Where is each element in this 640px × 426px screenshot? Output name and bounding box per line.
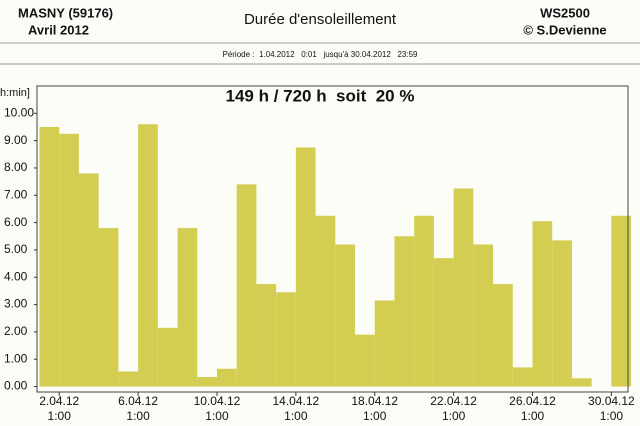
bar <box>394 236 415 387</box>
bar <box>98 228 119 387</box>
bar <box>355 334 375 387</box>
annotation: 149 h / 720 h soit 20 % <box>226 86 415 105</box>
period: Période : 1.04.2012 0:01 jusqu'à 30.04.2… <box>222 50 418 59</box>
x-tick-label: 1:00 <box>521 409 545 423</box>
chart-title: Durée d'ensoleillement <box>244 11 397 28</box>
bar <box>571 378 592 387</box>
bar <box>493 284 513 387</box>
x-tick-label: 18.04.12 <box>351 394 398 408</box>
bar <box>552 240 572 387</box>
x-tick-label: 14.04.12 <box>273 394 320 408</box>
y-tick-label: 7.00 <box>4 187 28 201</box>
x-tick-label: 26.04.12 <box>509 394 556 408</box>
bar <box>256 284 277 387</box>
bar <box>39 126 60 387</box>
bar <box>78 173 99 387</box>
x-tick-label: 1:00 <box>442 409 466 423</box>
bar <box>236 184 257 387</box>
bar <box>473 244 494 387</box>
plot-frame <box>36 85 629 393</box>
x-tick-label: 2.04.12 <box>39 394 79 408</box>
x-tick-label: 6.04.12 <box>118 394 158 408</box>
y-tick-label: 3.00 <box>4 297 28 311</box>
y-axis-label: h:min] <box>0 87 30 99</box>
bar <box>611 215 632 387</box>
y-tick-label: 10.00 <box>4 105 34 119</box>
bar <box>216 368 237 387</box>
bar <box>433 258 454 387</box>
bar <box>118 371 139 387</box>
x-tick-label: 1:00 <box>363 409 387 423</box>
y-tick-label: 5.00 <box>4 242 28 256</box>
bar <box>414 215 434 387</box>
bar <box>177 228 198 387</box>
y-tick-label: 4.00 <box>4 269 28 283</box>
author: © S.Devienne <box>523 22 606 37</box>
bar <box>374 300 395 387</box>
bar <box>197 376 217 387</box>
station: MASNY (59176) <box>18 5 113 20</box>
y-tick-label: 6.00 <box>4 215 28 229</box>
month: Avril 2012 <box>28 22 89 37</box>
x-tick-label: 22.04.12 <box>430 394 477 408</box>
x-tick-label: 1:00 <box>600 409 624 423</box>
x-tick-label: 10.04.12 <box>194 394 241 408</box>
y-tick-label: 0.00 <box>4 379 28 393</box>
bar <box>335 244 356 387</box>
bar <box>532 221 553 387</box>
y-tick-label: 1.00 <box>4 351 28 365</box>
bar <box>276 292 296 387</box>
y-tick-label: 8.00 <box>4 160 28 174</box>
bar <box>295 147 316 387</box>
bar <box>138 124 158 387</box>
y-tick-label: 9.00 <box>4 133 28 147</box>
bar <box>512 367 533 387</box>
x-tick-label: 1:00 <box>48 409 72 423</box>
bar <box>59 133 79 387</box>
x-tick-label: 1:00 <box>126 409 150 423</box>
x-tick-label: 1:00 <box>284 409 308 423</box>
x-tick-label: 1:00 <box>205 409 229 423</box>
bar <box>157 327 178 387</box>
bar <box>453 188 474 387</box>
bar <box>315 215 336 387</box>
x-tick-label: 30.04.12 <box>588 394 635 408</box>
y-tick-label: 2.00 <box>4 324 28 338</box>
device: WS2500 <box>540 5 590 20</box>
